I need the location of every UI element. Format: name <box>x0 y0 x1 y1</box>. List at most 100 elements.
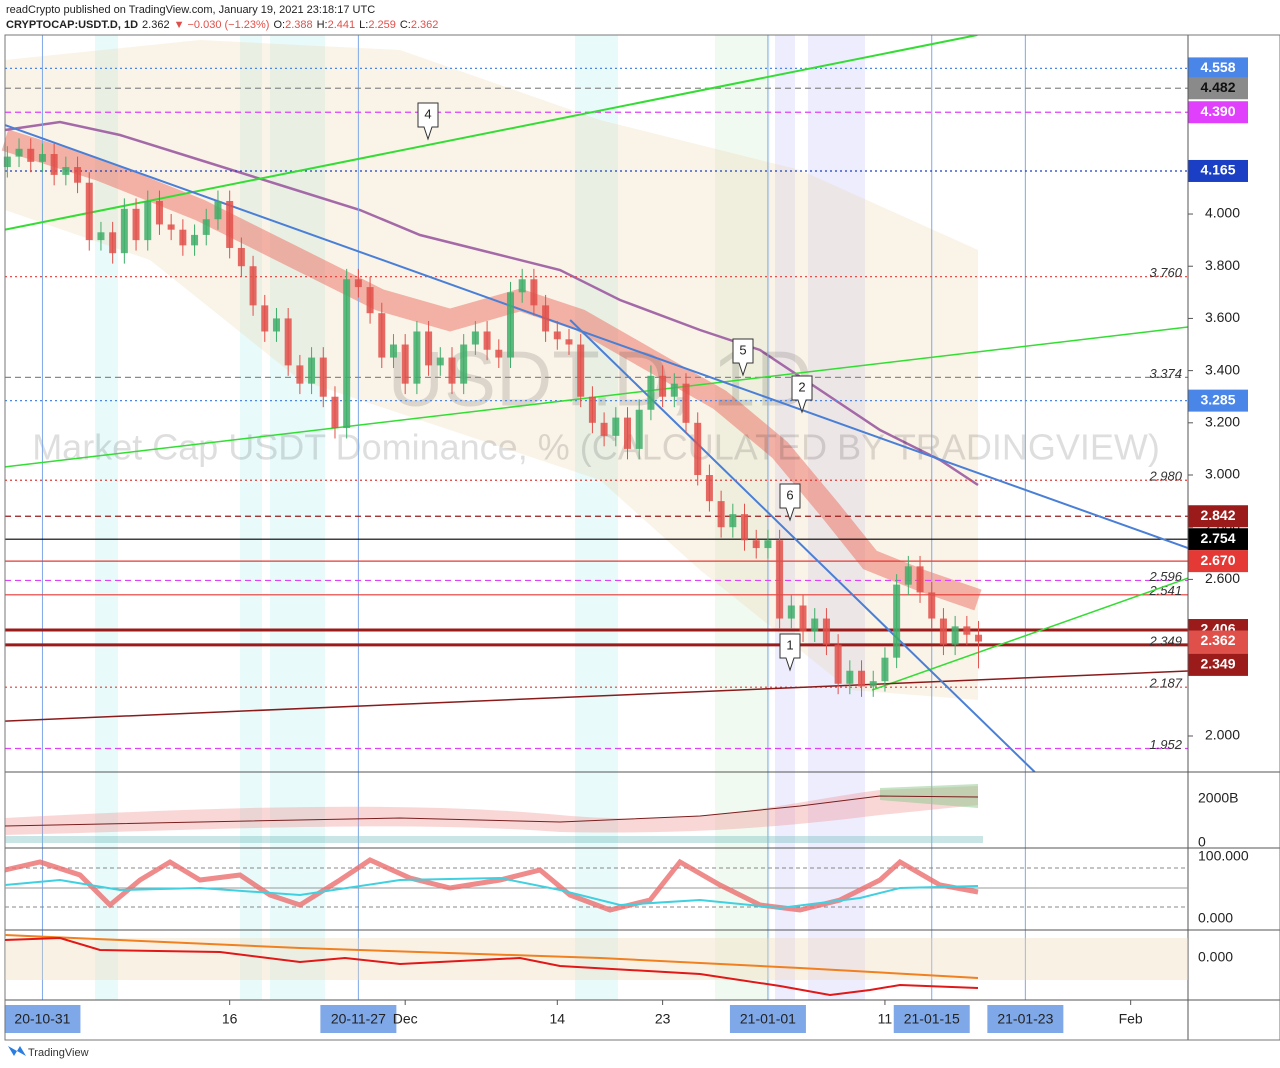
legend-text: 2.441 <box>328 19 356 31</box>
volume-tick: 2000B <box>1198 790 1238 806</box>
level-text: 3.374 <box>1149 366 1182 381</box>
price-box <box>1188 159 1248 182</box>
candle-body <box>577 344 585 397</box>
candle-body <box>191 234 199 246</box>
price-box <box>1188 653 1248 676</box>
candle-body <box>436 357 444 366</box>
candle-body <box>670 383 678 397</box>
candle-body <box>284 318 292 366</box>
y-tick-label: 2.000 <box>1205 727 1240 743</box>
candle-body <box>132 208 140 241</box>
x-tick-label: 21-01-01 <box>740 1011 796 1027</box>
x-tick-label: 21-01-23 <box>997 1011 1053 1027</box>
x-tick-label: 21-01-15 <box>904 1011 960 1027</box>
date-box <box>987 1005 1064 1033</box>
candle-body <box>483 331 491 350</box>
osc-tick: 0.000 <box>1198 910 1233 926</box>
candle-body <box>214 200 222 220</box>
candle-body <box>553 331 561 340</box>
candle-body <box>343 279 351 429</box>
x-tick-label: 16 <box>222 1011 238 1027</box>
callout <box>791 375 813 414</box>
logo <box>8 1046 26 1056</box>
candle-body <box>530 279 538 306</box>
candle-body <box>144 200 152 241</box>
candle-body <box>27 148 35 162</box>
candle-body <box>226 200 234 248</box>
price-box <box>1188 101 1248 124</box>
candle-body <box>85 182 93 241</box>
x-tick-label: 20-10-31 <box>14 1011 70 1027</box>
price-box <box>1188 505 1248 528</box>
candle-body <box>425 331 433 366</box>
candle-body <box>869 681 877 687</box>
candle-body <box>682 383 690 423</box>
level-text: 1.952 <box>1149 737 1182 752</box>
price-box <box>1188 77 1248 100</box>
y-tick-label: 3.000 <box>1205 466 1240 482</box>
price-box-label: 4.558 <box>1200 59 1235 75</box>
candle-body <box>822 618 830 645</box>
trendline <box>5 124 1188 550</box>
osc-tick: 100.000 <box>1198 848 1249 864</box>
callout <box>732 338 754 377</box>
price-box-label: 2.842 <box>1200 507 1235 523</box>
callout-label: 1 <box>786 637 793 652</box>
candle-body <box>506 292 514 358</box>
candle-body <box>272 318 280 332</box>
y-tick-label: 2.600 <box>1205 570 1240 586</box>
x-tick-label: Dec <box>393 1011 418 1027</box>
volume-strip <box>5 836 983 843</box>
candle-body <box>15 148 23 157</box>
candle-body <box>858 670 866 687</box>
watermark-description: Market Cap USDT Dominance, % (CALCULATED… <box>32 427 1160 468</box>
candle-body <box>249 266 257 306</box>
date-box <box>4 1005 81 1033</box>
candle-body <box>120 208 128 254</box>
candle-body <box>296 365 304 384</box>
candle-body <box>904 566 912 585</box>
price-box-label: 4.165 <box>1200 162 1235 178</box>
candle-body <box>705 475 713 502</box>
candle-body <box>846 670 854 684</box>
price-box-label: 4.390 <box>1200 103 1235 119</box>
candle-body <box>565 339 573 345</box>
candle-body <box>167 224 175 230</box>
price-box <box>1188 389 1248 412</box>
legend-text: 2.362 <box>142 19 170 31</box>
price-box-label: 2.362 <box>1200 632 1235 648</box>
y-tick-label: 4.000 <box>1205 205 1240 221</box>
candle-body <box>811 618 819 632</box>
candle-body <box>624 417 632 449</box>
candle-body <box>179 229 187 246</box>
trend-tick: 0.000 <box>1198 949 1233 965</box>
candle-body <box>401 344 409 384</box>
y-tick-label: 3.200 <box>1205 414 1240 430</box>
candle-body <box>834 644 842 684</box>
candle-body <box>62 167 70 175</box>
candle-body <box>155 200 163 225</box>
volume-ma <box>4 795 979 827</box>
footer: TradingView <box>28 1047 89 1059</box>
candle-body <box>74 167 82 183</box>
ma-ribbon <box>1 129 982 611</box>
trend-ma <box>4 934 979 979</box>
x-tick-label: 23 <box>655 1011 671 1027</box>
legend-text: ▼ −0.030 (−1.23%) <box>174 19 270 31</box>
candle-body <box>448 357 456 384</box>
price-box-label: 2.670 <box>1200 552 1235 568</box>
candle-body <box>916 566 924 593</box>
candle-body <box>202 219 210 235</box>
level-text: 2.187 <box>1148 676 1182 691</box>
trend-pane: 0.000 <box>4 934 1233 997</box>
level-text: 2.980 <box>1148 469 1182 484</box>
candle-body <box>928 592 936 619</box>
volume-cloud <box>5 786 978 835</box>
candle-body <box>717 501 725 528</box>
callout-label: 4 <box>424 106 431 121</box>
candle-body <box>542 305 550 332</box>
candle-body <box>635 409 643 449</box>
legend-text: O: <box>273 19 285 31</box>
level-text: 3.760 <box>1149 265 1182 280</box>
candle-body <box>366 287 374 314</box>
